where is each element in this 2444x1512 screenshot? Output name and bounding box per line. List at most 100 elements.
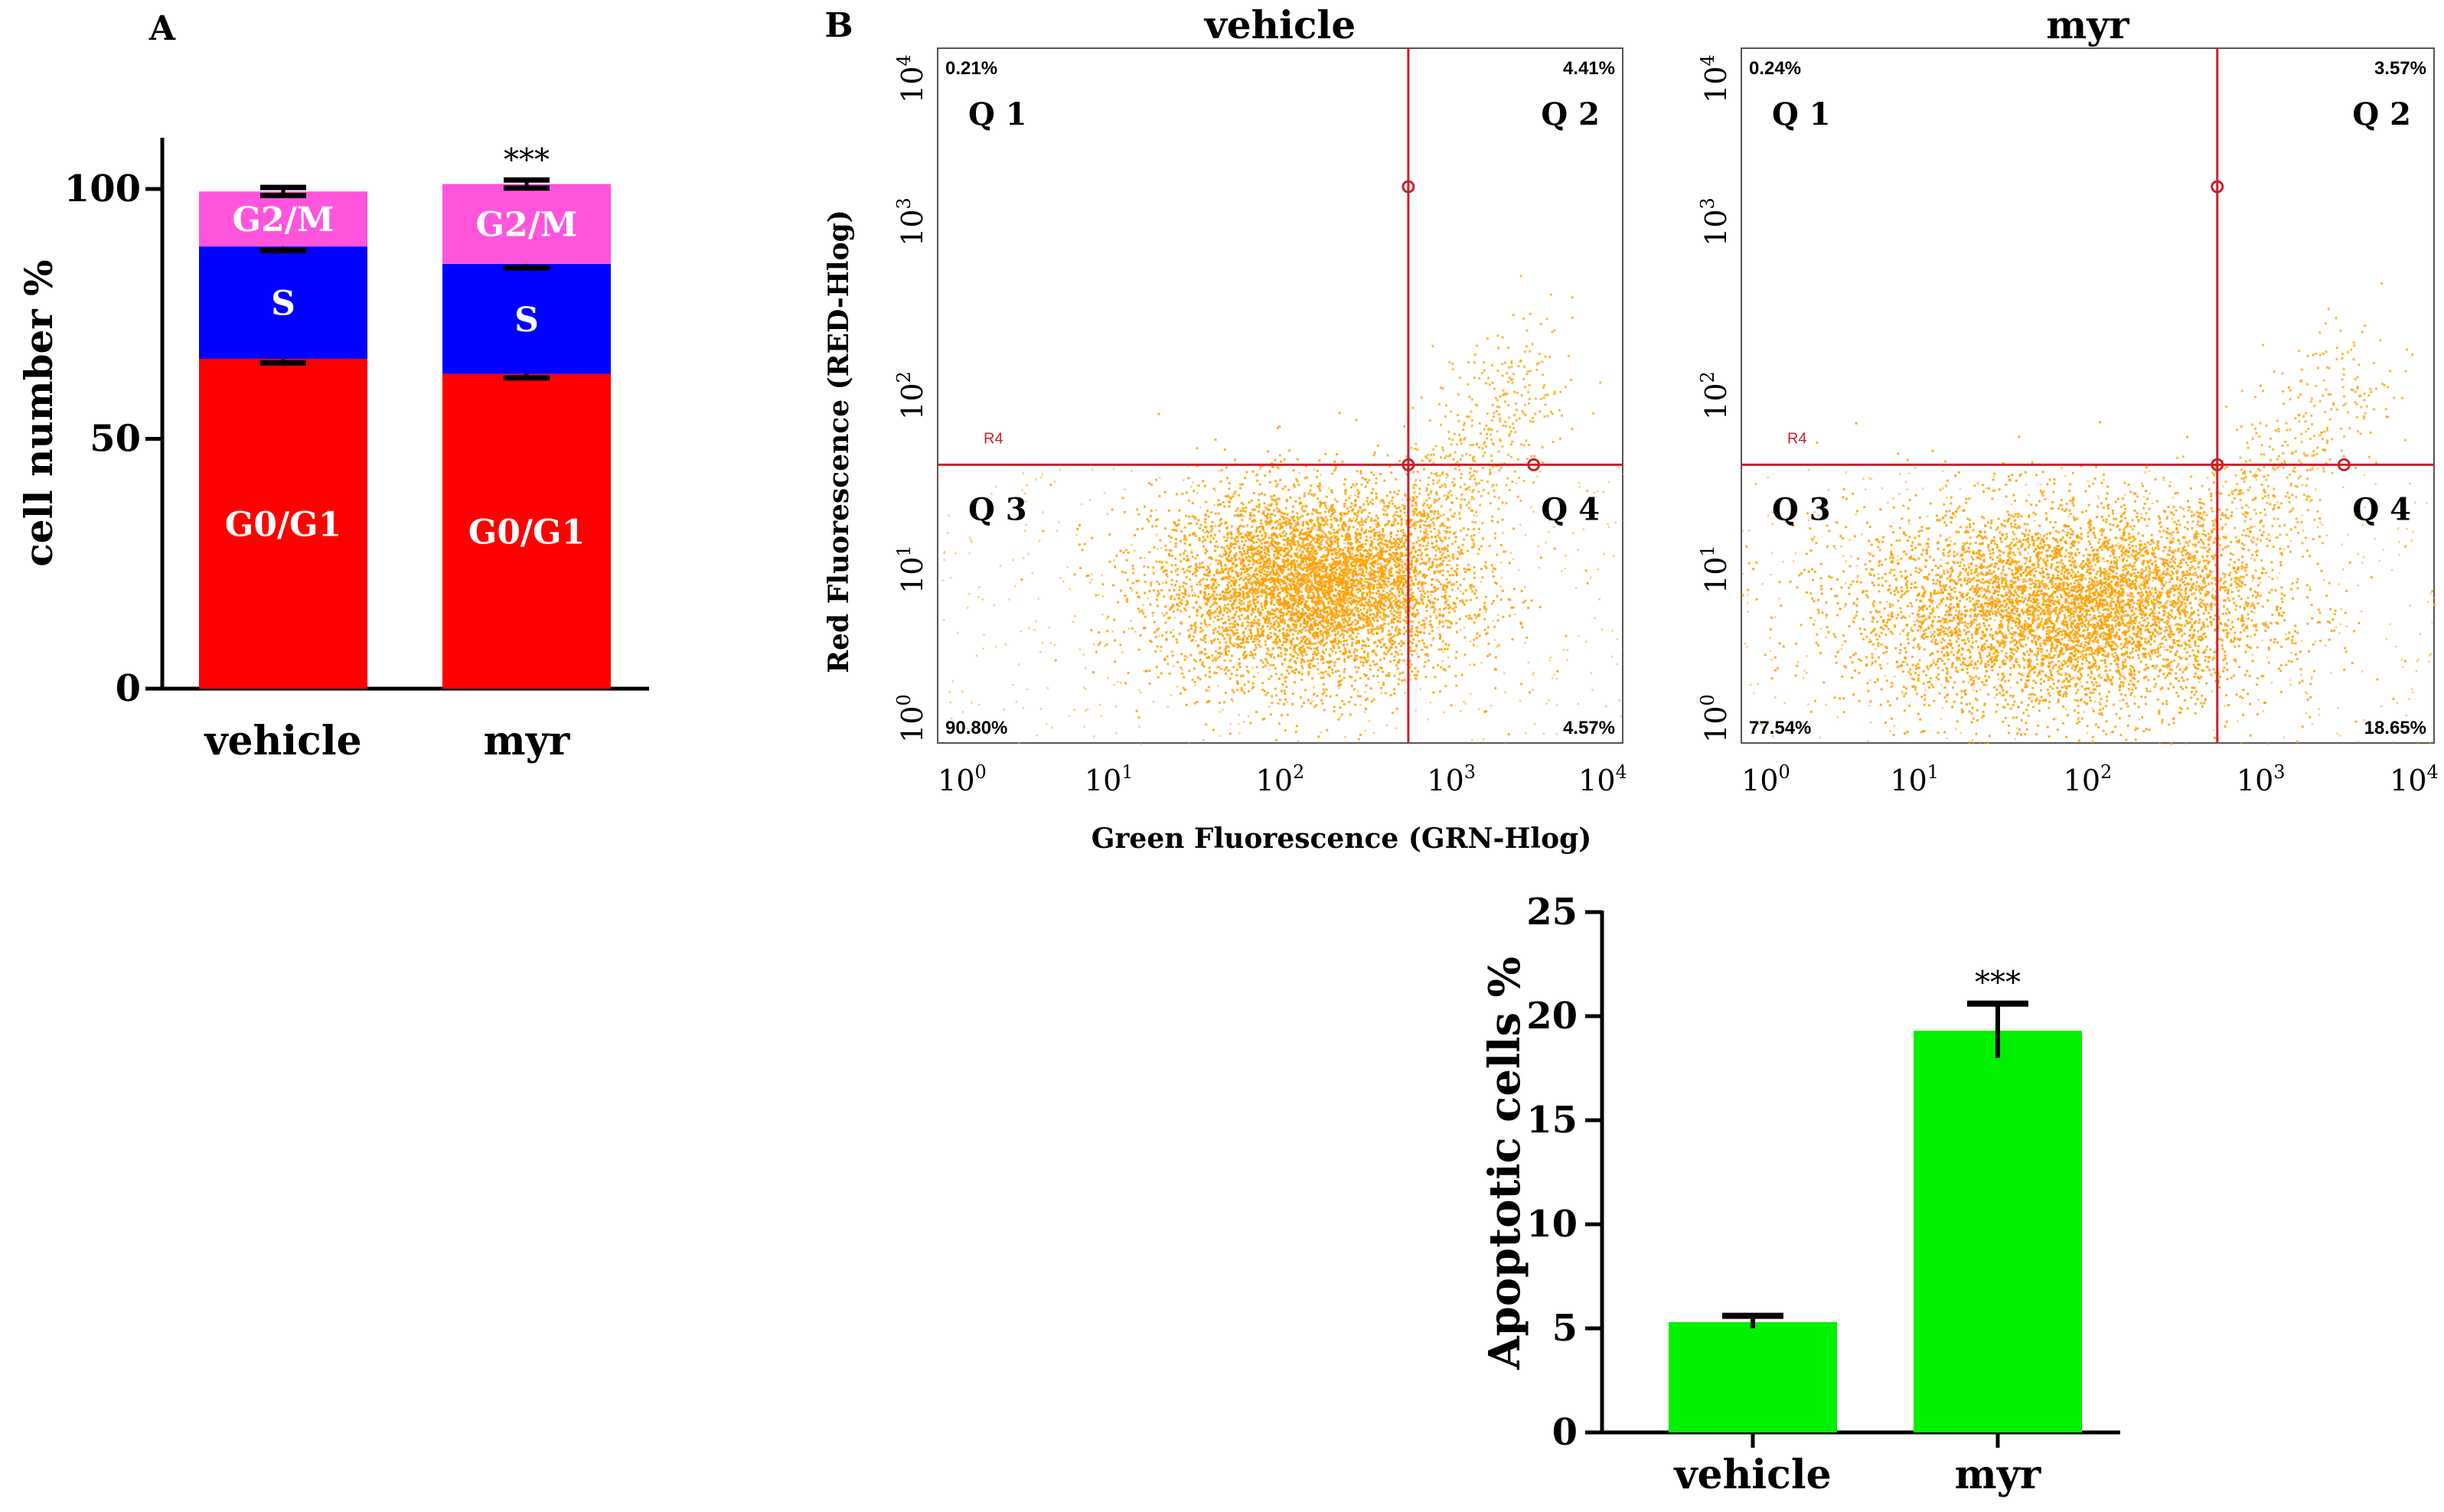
event-dot — [1259, 556, 1262, 559]
event-dot — [1434, 597, 1437, 600]
event-dot — [1467, 549, 1470, 552]
event-dot — [1283, 607, 1286, 610]
event-dot — [1398, 595, 1401, 598]
event-dot — [1319, 610, 1322, 613]
event-dot — [1265, 601, 1268, 604]
event-dot — [1341, 632, 1344, 635]
event-dot — [1321, 639, 1324, 642]
event-dot — [1196, 583, 1199, 586]
event-dot — [1300, 623, 1303, 626]
event-dot — [1326, 635, 1329, 638]
event-dot — [1372, 528, 1375, 531]
event-dot — [1236, 624, 1239, 627]
event-dot — [1293, 599, 1296, 602]
event-dot — [1287, 602, 1290, 605]
event-dot — [1189, 570, 1192, 573]
event-dot — [1429, 623, 1432, 626]
event-dot — [1251, 653, 1254, 656]
event-dot — [1274, 615, 1277, 618]
event-dot — [1332, 644, 1335, 647]
event-dot — [1319, 489, 1322, 492]
event-dot — [1283, 599, 1286, 602]
event-dot — [1268, 481, 1271, 484]
event-dot — [1330, 543, 1333, 546]
event-dot — [1170, 595, 1173, 598]
event-dot — [1312, 547, 1315, 550]
event-dot — [1439, 539, 1442, 542]
event-dot — [1233, 556, 1236, 559]
event-dot — [1396, 546, 1399, 549]
event-dot — [1263, 565, 1266, 569]
event-dot — [1423, 631, 1426, 634]
event-dot — [1092, 670, 1095, 673]
event-dot — [1470, 617, 1473, 620]
event-dot — [1326, 593, 1330, 596]
event-dot — [1295, 555, 1298, 558]
event-dot — [1269, 612, 1272, 615]
event-dot — [1372, 597, 1375, 600]
event-dot — [1424, 676, 1428, 679]
event-dot — [1343, 668, 1346, 671]
event-dot — [1224, 651, 1227, 654]
event-dot — [1306, 622, 1309, 625]
event-dot — [1343, 601, 1346, 604]
event-dot — [1284, 600, 1287, 603]
event-dot — [1397, 621, 1400, 624]
event-dot — [1328, 508, 1331, 511]
event-dot — [1444, 647, 1447, 650]
event-dot — [1304, 629, 1307, 632]
event-dot — [1352, 601, 1355, 604]
event-dot — [1231, 604, 1234, 608]
event-dot — [1245, 556, 1248, 559]
event-dot — [1375, 591, 1378, 595]
event-dot — [1480, 545, 1483, 548]
event-dot — [1381, 627, 1384, 630]
event-dot — [1274, 562, 1277, 565]
event-dot — [1300, 636, 1304, 639]
event-dot — [1312, 552, 1315, 555]
event-dot — [1359, 558, 1362, 561]
event-dot — [1324, 648, 1327, 651]
event-dot — [1143, 574, 1146, 577]
event-dot — [1371, 529, 1374, 532]
event-dot — [1249, 539, 1252, 542]
event-dot — [1492, 567, 1495, 570]
event-dot — [1268, 620, 1271, 623]
event-dot — [1144, 626, 1147, 629]
event-dot — [1330, 565, 1333, 568]
event-dot — [1253, 548, 1256, 551]
event-dot — [1435, 578, 1438, 582]
event-dot — [1382, 614, 1385, 617]
event-dot — [1372, 660, 1375, 663]
event-dot — [1317, 545, 1320, 548]
event-dot — [1184, 604, 1187, 607]
event-dot — [1339, 583, 1343, 586]
event-dot — [1220, 546, 1223, 549]
event-dot — [1284, 680, 1287, 683]
event-dot — [1443, 588, 1446, 591]
event-dot — [1240, 687, 1243, 690]
event-dot — [1219, 571, 1222, 574]
event-dot — [1397, 608, 1400, 611]
event-dot — [1356, 470, 1359, 473]
event-dot — [1213, 638, 1216, 641]
event-dot — [1260, 569, 1263, 572]
event-dot — [1240, 559, 1243, 562]
event-dot — [1429, 510, 1432, 513]
event-dot — [1313, 536, 1316, 539]
event-dot — [1142, 612, 1145, 615]
event-dot — [1244, 582, 1247, 585]
event-dot — [1284, 562, 1287, 565]
event-dot — [1348, 617, 1351, 620]
event-dot — [1316, 588, 1319, 591]
event-dot — [1331, 548, 1334, 551]
event-dot — [1369, 591, 1372, 594]
event-dot — [1156, 598, 1159, 601]
event-dot — [1247, 568, 1250, 571]
event-dot — [1328, 544, 1331, 547]
event-dot — [1441, 614, 1444, 617]
event-dot — [1491, 520, 1494, 523]
event-dot — [1333, 638, 1336, 641]
event-dot — [1276, 593, 1279, 596]
event-dot — [1265, 523, 1268, 526]
